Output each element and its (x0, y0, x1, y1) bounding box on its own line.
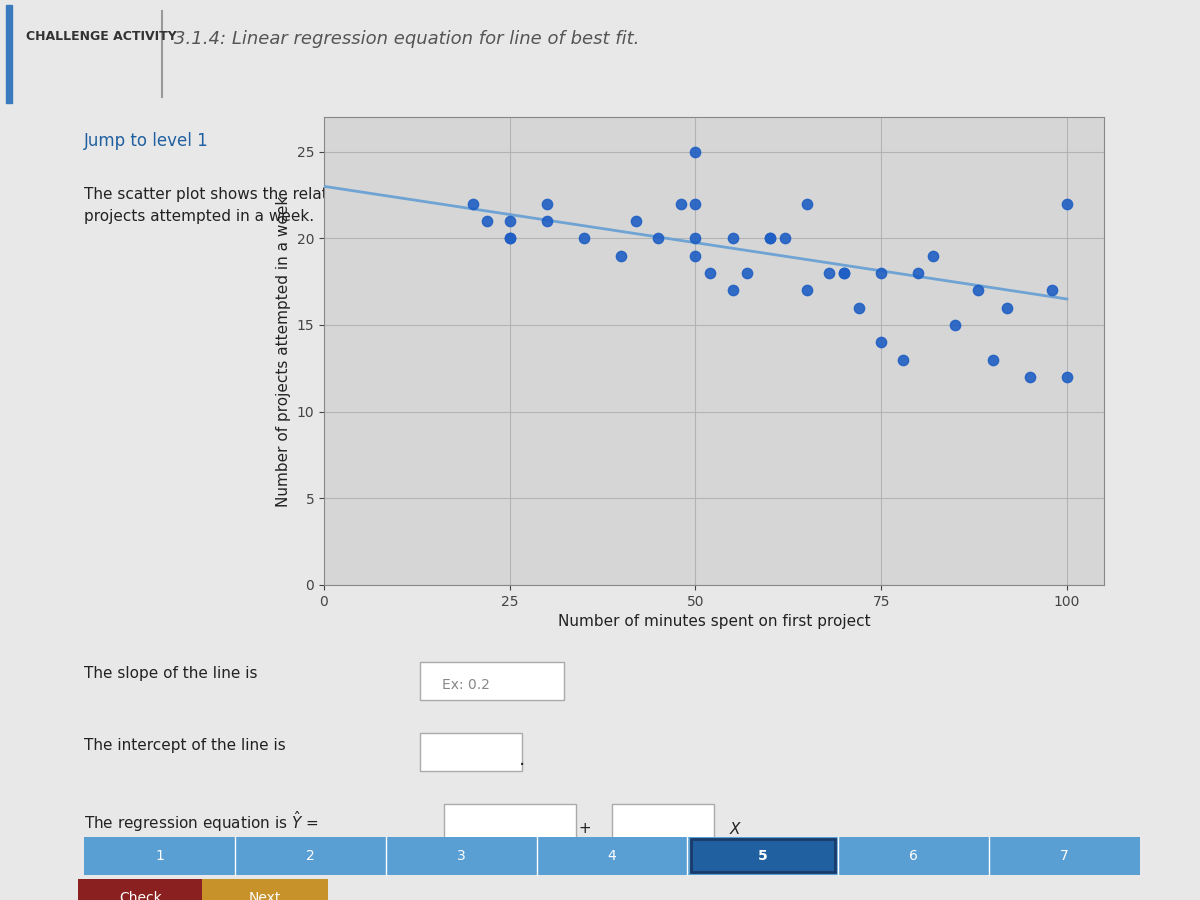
Point (1057, 196, 1076, 211)
Point (686, 196, 706, 211)
Point (575, 231, 594, 246)
Text: 2: 2 (306, 849, 314, 862)
Point (612, 248, 631, 263)
Point (722, 284, 742, 298)
Point (908, 266, 928, 280)
Text: The intercept of the line is: The intercept of the line is (84, 738, 286, 752)
Point (500, 231, 520, 246)
Point (649, 231, 668, 246)
Point (671, 196, 690, 211)
Point (478, 214, 497, 229)
FancyBboxPatch shape (202, 878, 328, 900)
Point (760, 231, 779, 246)
FancyBboxPatch shape (444, 805, 576, 842)
Point (946, 318, 965, 332)
Text: Ex: 0.2: Ex: 0.2 (442, 679, 490, 692)
FancyBboxPatch shape (691, 839, 835, 872)
Point (722, 231, 742, 246)
Point (834, 266, 853, 280)
Point (500, 214, 520, 229)
Point (924, 248, 943, 263)
Point (738, 266, 757, 280)
Point (968, 284, 988, 298)
Point (775, 231, 794, 246)
Text: +: + (574, 821, 592, 836)
FancyBboxPatch shape (78, 878, 204, 900)
Point (686, 145, 706, 159)
FancyBboxPatch shape (420, 733, 522, 771)
Text: CHALLENGE ACTIVITY: CHALLENGE ACTIVITY (26, 31, 178, 43)
Point (538, 196, 557, 211)
Point (701, 266, 720, 280)
FancyBboxPatch shape (420, 662, 564, 699)
Point (797, 284, 816, 298)
Text: The slope of the line is: The slope of the line is (84, 666, 258, 681)
Y-axis label: Number of projects attempted in a week: Number of projects attempted in a week (276, 195, 292, 507)
Text: 7: 7 (1060, 849, 1069, 862)
Point (983, 353, 1002, 367)
Text: $X$: $X$ (720, 821, 743, 837)
Text: 5: 5 (758, 849, 768, 862)
Point (998, 301, 1018, 315)
Text: Check: Check (120, 891, 162, 900)
Point (1043, 284, 1062, 298)
Bar (6, 5, 12, 103)
Point (894, 353, 913, 367)
Point (850, 301, 869, 315)
FancyBboxPatch shape (84, 837, 1140, 875)
Text: Jump to level 1: Jump to level 1 (84, 131, 209, 149)
Text: The scatter plot shows the relationship between the time spent to complete the f: The scatter plot shows the relationship … (84, 187, 940, 224)
Point (686, 231, 706, 246)
Point (834, 266, 853, 280)
Text: .: . (518, 750, 524, 769)
Point (871, 266, 890, 280)
Point (463, 196, 482, 211)
Text: 3: 3 (457, 849, 466, 862)
Point (797, 196, 816, 211)
Text: 6: 6 (910, 849, 918, 862)
X-axis label: Number of minutes spent on first project: Number of minutes spent on first project (558, 615, 870, 629)
Text: 4: 4 (607, 849, 617, 862)
FancyBboxPatch shape (612, 805, 714, 842)
Point (820, 266, 839, 280)
Point (871, 335, 890, 349)
Point (538, 214, 557, 229)
Point (760, 231, 779, 246)
Text: Next: Next (248, 891, 281, 900)
Text: 3.1.4: Linear regression equation for line of best fit.: 3.1.4: Linear regression equation for li… (174, 31, 640, 49)
Text: 1: 1 (155, 849, 164, 862)
Point (626, 214, 646, 229)
Point (500, 231, 520, 246)
Point (1057, 370, 1076, 384)
Point (686, 248, 706, 263)
Text: The regression equation is $\hat{Y}$ =: The regression equation is $\hat{Y}$ = (84, 809, 319, 833)
Point (1020, 370, 1039, 384)
